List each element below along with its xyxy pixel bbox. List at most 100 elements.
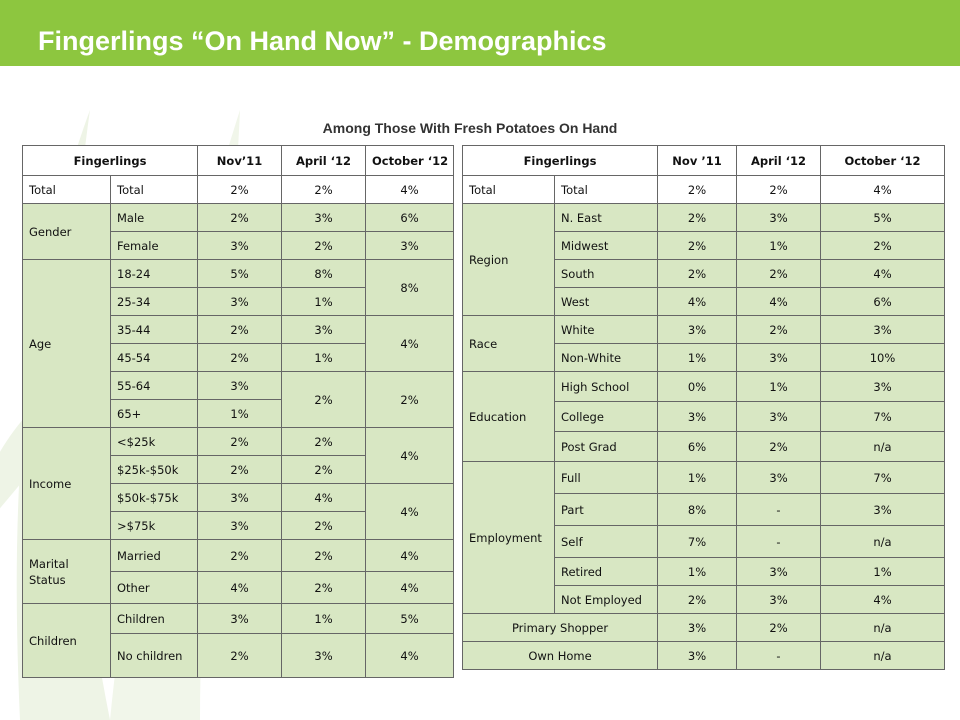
table-cell: 1% — [820, 557, 945, 586]
table-cell: 2% — [281, 571, 366, 604]
table-cell: 7% — [657, 525, 737, 558]
table-cell: 3% — [281, 633, 366, 678]
table-cell: 4% — [365, 315, 454, 372]
row-label: $25k-$50k — [110, 455, 198, 484]
group-label: Children — [22, 603, 111, 678]
table-header-row: Fingerlings Nov’11 April ‘12 October ‘12 — [22, 145, 454, 176]
table-cell: 2% — [197, 539, 282, 572]
table-cell: 4% — [365, 427, 454, 484]
table-cell: 2% — [657, 259, 737, 288]
table-cell: 10% — [820, 343, 945, 372]
row-label: Married — [110, 539, 198, 572]
table-cell: 2% — [820, 231, 945, 260]
table-row: Age 18-24 5% 8% 8% — [22, 259, 454, 428]
table-cell: 4% — [365, 633, 454, 678]
table-cell: 1% — [281, 287, 366, 316]
row-label: Male — [110, 203, 198, 232]
table-cell: - — [736, 493, 821, 526]
column-header: Nov ’11 — [657, 145, 737, 176]
group-label: Employment — [462, 461, 555, 614]
column-header: October ‘12 — [365, 145, 454, 176]
table-row: Non-White 1% 3% 10% — [463, 343, 945, 372]
table-cell: 4% — [365, 175, 454, 204]
row-label: >$75k — [110, 511, 198, 540]
table-cell: 5% — [820, 203, 945, 232]
row-label: High School — [554, 371, 658, 402]
table-row: Female 3% 2% 3% — [23, 231, 454, 260]
table-cell: 3% — [736, 401, 821, 432]
row-label: Not Employed — [554, 585, 658, 614]
group-label: Education — [462, 371, 555, 462]
table-cell: 2% — [197, 455, 282, 484]
table-cell: 1% — [736, 371, 821, 402]
table-row: 35-44 2% 3% 4% — [23, 315, 454, 372]
row-label: Post Grad — [554, 431, 658, 462]
table-cell: 6% — [365, 203, 454, 232]
row-label: Full — [554, 461, 658, 494]
row-label: Part — [554, 493, 658, 526]
table-row: Midwest 2% 1% 2% — [463, 231, 945, 260]
table-row: Total Total 2% 2% 4% — [462, 175, 945, 204]
table-cell: 3% — [657, 641, 737, 670]
row-label: $50k-$75k — [110, 483, 198, 512]
table-cell: 4% — [197, 571, 282, 604]
table-cell: 2% — [736, 613, 821, 642]
row-label: Other — [110, 571, 198, 604]
table-cell: 2% — [197, 175, 282, 204]
table-cell: 5% — [365, 603, 454, 634]
table-cell: 3% — [736, 585, 821, 614]
table-cell: 2% — [736, 431, 821, 462]
table-cell: 8% — [365, 259, 454, 316]
table-cell: 3% — [365, 231, 454, 260]
table-cell: 2% — [281, 175, 366, 204]
table-cell: 8% — [657, 493, 737, 526]
row-label: 45-54 — [110, 343, 198, 372]
group-label: Race — [462, 315, 555, 372]
table-cell: 2% — [281, 539, 366, 572]
table-row: No children 2% 3% 4% — [23, 633, 454, 678]
group-label: Total — [462, 175, 555, 204]
row-label: South — [554, 259, 658, 288]
row-label: 65+ — [110, 399, 198, 428]
table-row: Gender Male 2% 3% 6% — [22, 203, 454, 260]
group-label: Income — [22, 427, 111, 540]
table-cell: 3% — [820, 315, 945, 344]
table-cell: n/a — [820, 613, 945, 642]
table-cell: 2% — [197, 427, 282, 456]
row-label: Midwest — [554, 231, 658, 260]
table-cell: 1% — [736, 231, 821, 260]
table-row: Region N. East 2% 3% 5% — [462, 203, 945, 316]
table-row: Post Grad 6% 2% n/a — [463, 431, 945, 462]
table-row: Self 7% - n/a — [463, 525, 945, 558]
table-cell: - — [736, 525, 821, 558]
group-label: Gender — [22, 203, 111, 260]
row-label: Non-White — [554, 343, 658, 372]
table-cell: 2% — [281, 455, 366, 484]
table-cell: 4% — [820, 175, 945, 204]
row-label: College — [554, 401, 658, 432]
table-cell: n/a — [820, 641, 945, 670]
table-cell: 4% — [281, 483, 366, 512]
table-cell: 3% — [281, 203, 366, 232]
row-label: Children — [110, 603, 198, 634]
table-cell: 2% — [197, 203, 282, 232]
table-cell: 3% — [197, 483, 282, 512]
table-row: Race White 3% 2% 3% — [462, 315, 945, 372]
table-row: Education High School 0% 1% 3% — [462, 371, 945, 462]
group-label: Marital Status — [22, 539, 111, 604]
table-cell: 4% — [365, 571, 454, 604]
row-label: Self — [554, 525, 658, 558]
table-row: Income <$25k 2% 2% 4% — [22, 427, 454, 540]
table-cell: 2% — [197, 343, 282, 372]
table-cell: 2% — [281, 511, 366, 540]
table-cell: 2% — [281, 371, 366, 428]
table-cell: n/a — [820, 431, 945, 462]
row-label: 55-64 — [110, 371, 198, 400]
table-cell: 1% — [281, 343, 366, 372]
table-cell: 4% — [365, 539, 454, 572]
column-header: October ‘12 — [820, 145, 945, 176]
column-header: Nov’11 — [197, 145, 282, 176]
table-cell: - — [736, 641, 821, 670]
table-cell: 5% — [197, 259, 282, 288]
row-label: No children — [110, 633, 198, 678]
